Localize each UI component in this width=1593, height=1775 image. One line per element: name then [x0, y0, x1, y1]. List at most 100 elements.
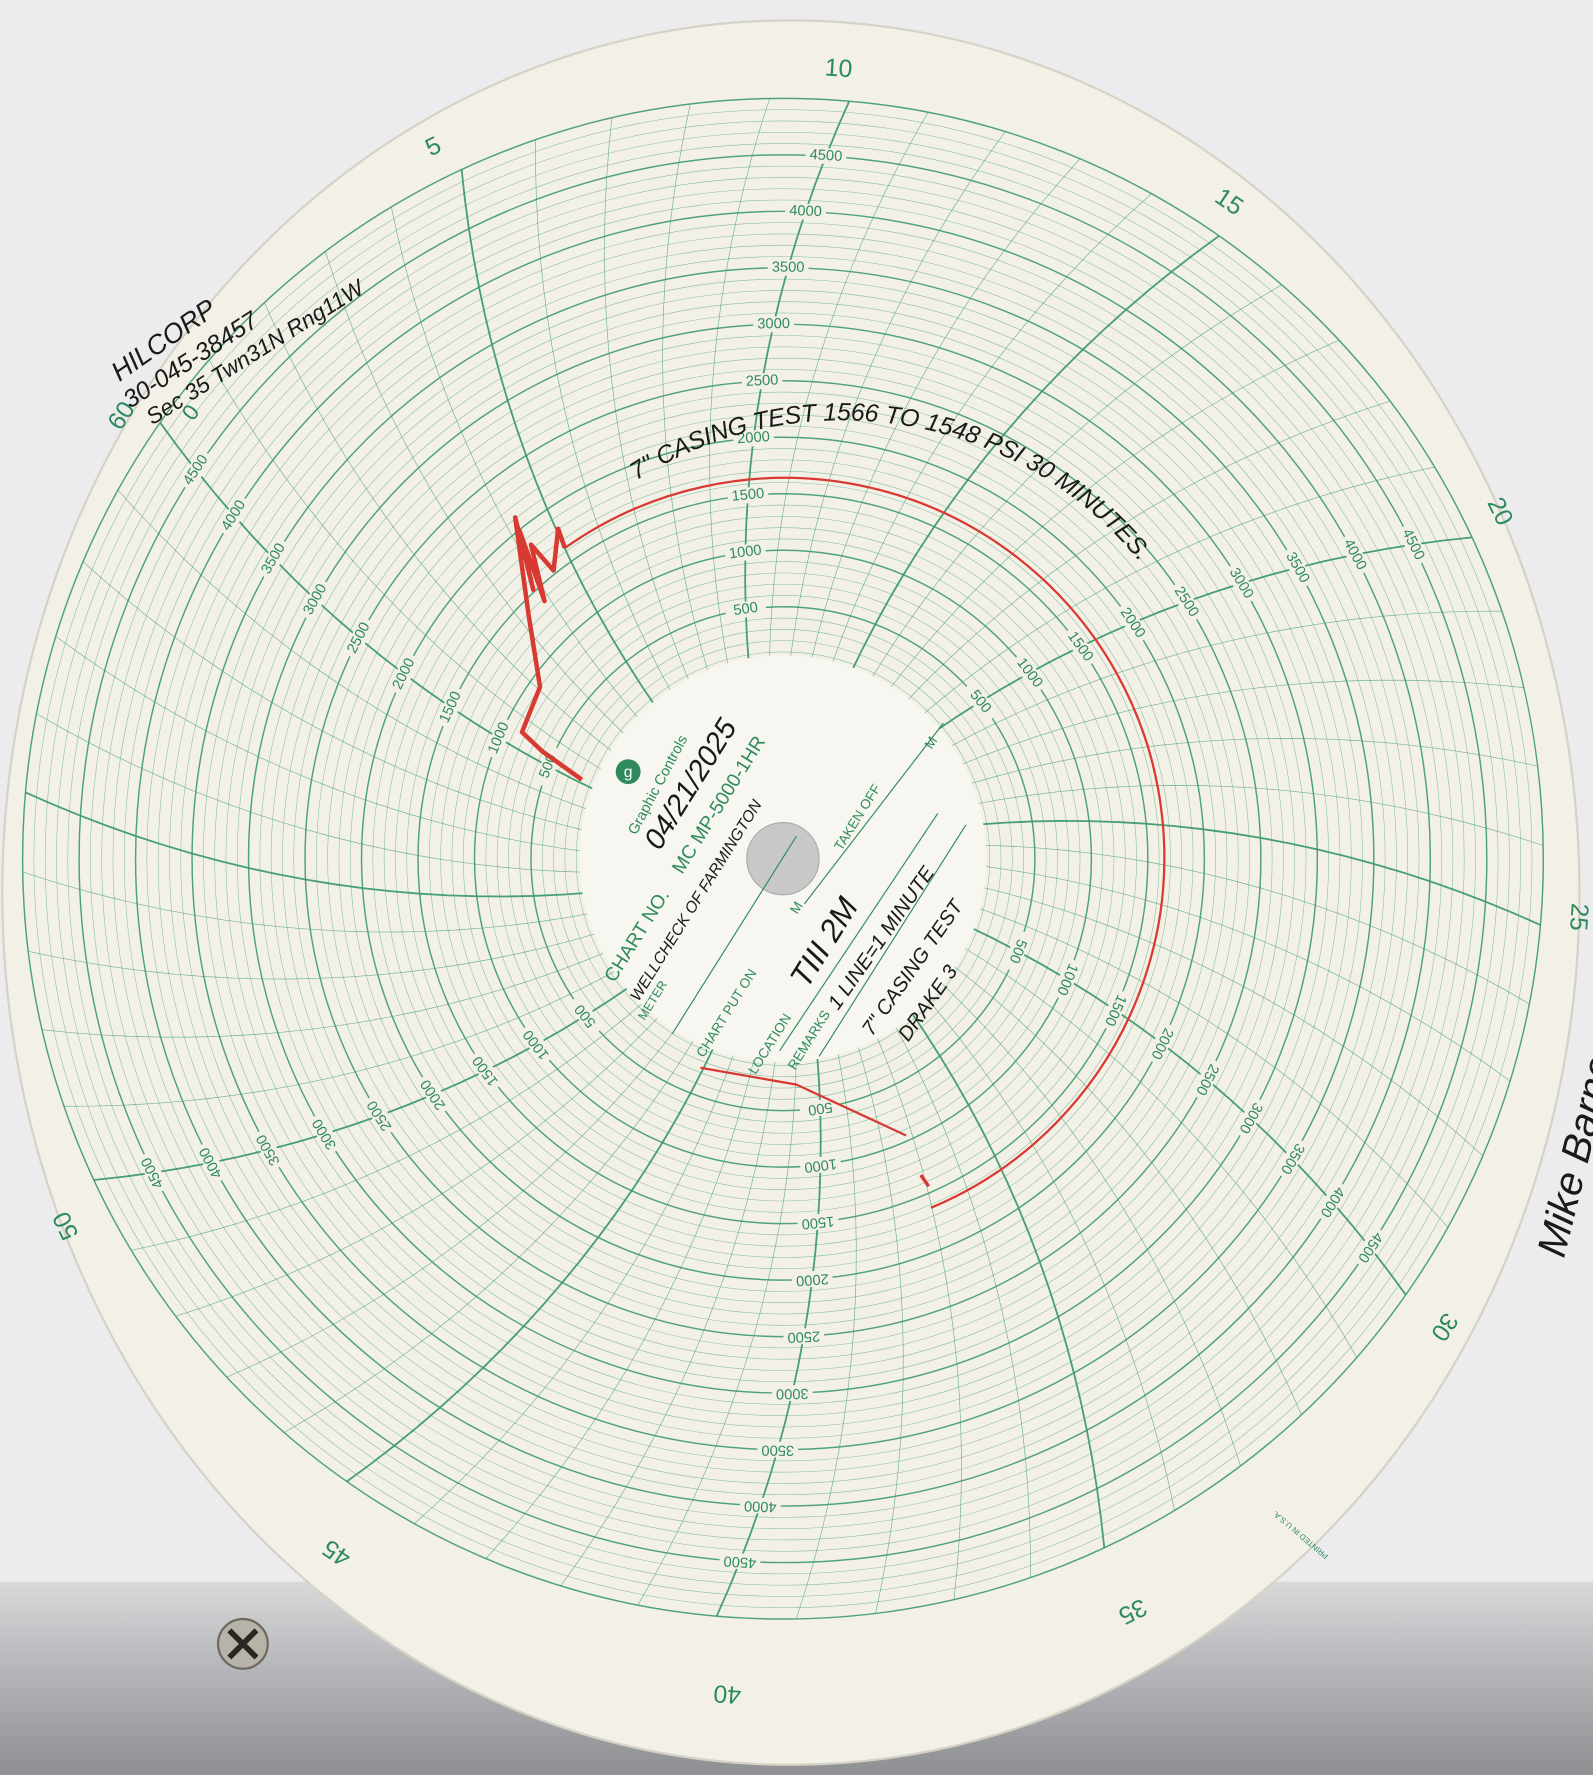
- minute-line: [936, 978, 1241, 1467]
- minute-line: [923, 994, 1175, 1511]
- ring: [270, 346, 1296, 1371]
- label-gap: [741, 372, 783, 391]
- pressure-label: 2500: [787, 1328, 820, 1345]
- minute-line: [560, 1053, 777, 1587]
- label-gap: [739, 1497, 781, 1515]
- pressure-label: 1000: [728, 543, 762, 563]
- label-gap: [362, 1094, 398, 1137]
- minute-line: [264, 302, 618, 756]
- label-gap: [256, 537, 291, 581]
- minute-line: [604, 117, 692, 687]
- ring: [236, 312, 1329, 1405]
- label-gap: [724, 598, 767, 621]
- ring: [259, 335, 1307, 1383]
- label-gap: [1051, 957, 1083, 1002]
- label-gap: [136, 1151, 170, 1195]
- label-gap: [566, 994, 605, 1037]
- minute-line: [789, 131, 1006, 664]
- ring: [417, 493, 1149, 1225]
- label-gap: [805, 147, 847, 166]
- label-gap: [961, 681, 999, 723]
- ring: [101, 177, 1465, 1541]
- minute-label: 25: [1564, 902, 1593, 931]
- label-gap: [1190, 1057, 1224, 1102]
- ring: [575, 651, 990, 1066]
- label-gap: [1233, 1096, 1268, 1140]
- label-gap: [1396, 522, 1430, 567]
- minute-line: [64, 967, 622, 1107]
- ring: [349, 425, 1216, 1292]
- label-gap: [178, 448, 214, 492]
- minute-line: [535, 139, 674, 697]
- minute-line: [414, 1048, 736, 1524]
- minute-line: [868, 284, 1282, 684]
- ring: [542, 617, 1024, 1100]
- pressure-label: 2500: [745, 372, 778, 389]
- pressure-label: 1000: [803, 1155, 837, 1175]
- ring: [496, 572, 1070, 1145]
- minute-line: [886, 339, 1340, 694]
- minute-line: [768, 112, 929, 664]
- label-gap: [533, 744, 564, 789]
- pressure-label: 4000: [744, 1497, 777, 1514]
- minute-line: [25, 791, 591, 898]
- minute-line: [22, 871, 596, 933]
- label-gap: [719, 1552, 761, 1571]
- ring: [90, 165, 1476, 1552]
- ring: [225, 301, 1341, 1416]
- ring: [67, 143, 1499, 1575]
- label-gap: [1274, 1137, 1310, 1181]
- pressure-label: 1500: [801, 1213, 835, 1232]
- minute-line: [944, 610, 1502, 750]
- ring: [78, 154, 1488, 1564]
- minute-line: [809, 158, 1081, 666]
- label-gap: [783, 1327, 825, 1345]
- minute-line: [955, 679, 1524, 768]
- minute-line: [975, 820, 1541, 926]
- label-gap: [724, 542, 767, 563]
- minute-line: [855, 1039, 904, 1614]
- label-gap: [1061, 625, 1099, 668]
- minute-line: [131, 999, 648, 1251]
- label-gap: [307, 1112, 343, 1156]
- minute-line: [637, 1053, 797, 1606]
- label-gap: [518, 1023, 556, 1066]
- pressure-label: 4000: [789, 203, 822, 220]
- pressure-label: 1500: [731, 486, 765, 505]
- label-gap: [1352, 1225, 1388, 1269]
- minute-line: [82, 561, 590, 832]
- minute-line: [964, 738, 1538, 786]
- label-gap: [1168, 580, 1204, 624]
- minute-line: [848, 235, 1220, 676]
- ring: [440, 516, 1126, 1202]
- ring: [146, 222, 1420, 1496]
- label-gap: [1099, 988, 1131, 1032]
- minute-line: [918, 466, 1435, 719]
- pressure-label: 500: [807, 1098, 834, 1117]
- minute-line: [28, 931, 602, 980]
- label-gap: [791, 1269, 834, 1289]
- label-gap: [784, 203, 827, 221]
- minute-line: [117, 489, 594, 812]
- ring: [203, 278, 1363, 1439]
- label-gap: [342, 616, 376, 660]
- label-gap: [732, 428, 775, 448]
- minute-line: [977, 844, 1530, 1005]
- label-gap: [799, 1154, 842, 1176]
- ring: [282, 357, 1284, 1360]
- pressure-label: 4500: [723, 1552, 757, 1570]
- label-gap: [415, 1073, 452, 1116]
- ring: [293, 369, 1273, 1349]
- label-gap: [771, 1384, 813, 1402]
- label-gap: [1145, 1021, 1178, 1066]
- label-gap: [388, 652, 421, 696]
- label-gap: [467, 1049, 505, 1092]
- pressure-label: 3000: [776, 1385, 809, 1402]
- ring: [56, 131, 1510, 1586]
- ring: [564, 640, 1002, 1078]
- pressure-label: 3500: [761, 1442, 794, 1458]
- svg-text:g: g: [624, 764, 633, 781]
- pressure-label: 3000: [757, 316, 790, 333]
- hub-lines: [671, 722, 967, 1057]
